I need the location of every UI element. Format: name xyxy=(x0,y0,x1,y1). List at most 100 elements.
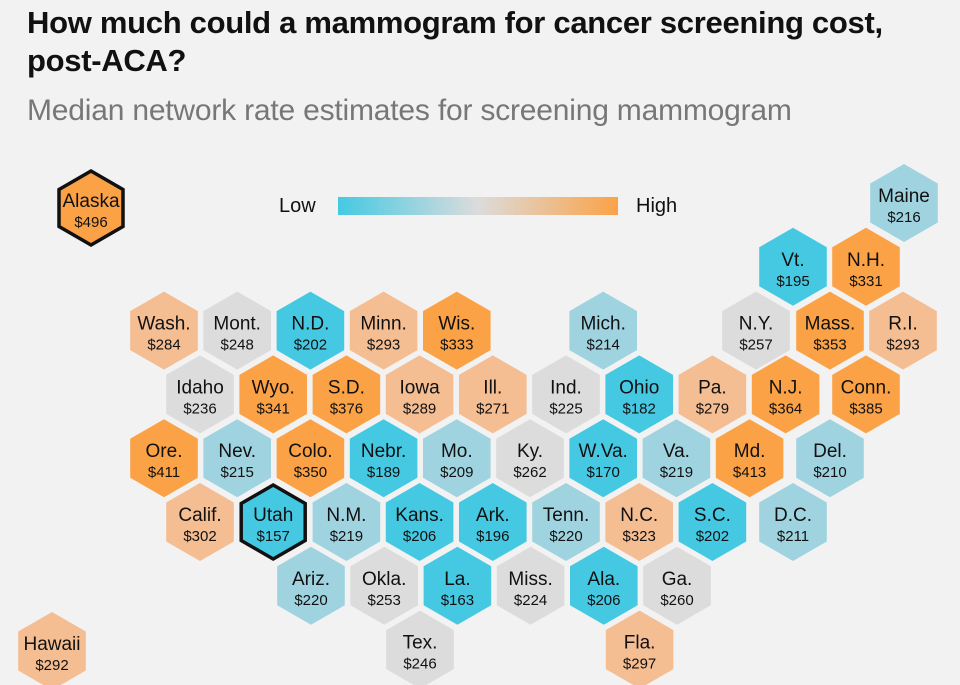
state-tile-ore[interactable]: Ore. $411 xyxy=(130,419,198,498)
state-tile-tenn[interactable]: Tenn. $220 xyxy=(532,483,600,561)
state-hex[interactable] xyxy=(312,483,381,561)
state-tile-la[interactable]: La. $163 xyxy=(423,546,492,625)
state-hex[interactable] xyxy=(423,291,491,370)
state-hex[interactable] xyxy=(759,227,827,306)
state-hex[interactable] xyxy=(832,355,900,434)
state-hex[interactable] xyxy=(276,291,345,370)
state-hex[interactable] xyxy=(130,291,198,370)
state-tile-ill[interactable]: Ill. $271 xyxy=(459,355,527,434)
state-tile-nh[interactable]: N.H. $331 xyxy=(832,227,900,306)
state-tile-tex[interactable]: Tex. $246 xyxy=(386,610,454,685)
state-tile-nc[interactable]: N.C. $323 xyxy=(605,483,673,561)
state-tile-wash[interactable]: Wash. $284 xyxy=(130,291,198,370)
state-hex[interactable] xyxy=(239,355,307,434)
state-tile-nm[interactable]: N.M. $219 xyxy=(312,483,381,561)
state-tile-nev[interactable]: Nev. $215 xyxy=(203,419,271,498)
state-tile-ohio[interactable]: Ohio $182 xyxy=(605,355,673,434)
state-hex[interactable] xyxy=(277,546,345,625)
state-tile-maine[interactable]: Maine $216 xyxy=(870,164,938,242)
state-tile-miss[interactable]: Miss. $224 xyxy=(496,546,565,625)
state-hex[interactable] xyxy=(459,483,527,561)
state-tile-idaho[interactable]: Idaho $236 xyxy=(166,355,234,434)
state-hex[interactable] xyxy=(276,419,345,498)
state-hex[interactable] xyxy=(203,419,271,498)
state-hex[interactable] xyxy=(643,546,711,625)
state-hex[interactable] xyxy=(869,291,937,370)
state-tile-wva[interactable]: W.Va. $170 xyxy=(569,419,637,498)
state-tile-ala[interactable]: Ala. $206 xyxy=(570,546,638,625)
state-hex[interactable] xyxy=(569,419,637,498)
state-tile-ga[interactable]: Ga. $260 xyxy=(643,546,711,625)
state-tile-va[interactable]: Va. $219 xyxy=(642,419,711,498)
state-hex[interactable] xyxy=(312,355,381,434)
state-hex[interactable] xyxy=(423,546,492,625)
state-hex[interactable] xyxy=(532,355,600,434)
state-hex[interactable] xyxy=(349,419,418,498)
state-tile-mont[interactable]: Mont. $248 xyxy=(203,291,271,370)
state-tile-hawaii[interactable]: Hawaii $292 xyxy=(18,612,86,685)
state-tile-mo[interactable]: Mo. $209 xyxy=(423,419,491,498)
state-hex[interactable] xyxy=(678,483,747,561)
state-hex[interactable] xyxy=(386,610,454,685)
state-hex[interactable] xyxy=(166,483,234,561)
state-tile-mich[interactable]: Mich. $214 xyxy=(569,291,637,370)
state-tile-md[interactable]: Md. $413 xyxy=(715,419,784,498)
state-hex[interactable] xyxy=(423,419,491,498)
state-hex[interactable] xyxy=(203,291,271,370)
state-hex[interactable] xyxy=(496,419,564,498)
state-hex[interactable] xyxy=(385,483,454,561)
state-tile-ark[interactable]: Ark. $196 xyxy=(459,483,527,561)
state-hex[interactable] xyxy=(870,164,938,242)
state-tile-kans[interactable]: Kans. $206 xyxy=(385,483,454,561)
state-hex[interactable] xyxy=(605,610,674,685)
state-hex[interactable] xyxy=(350,546,418,625)
state-hex[interactable] xyxy=(57,168,125,248)
state-tile-sc[interactable]: S.C. $202 xyxy=(678,483,747,561)
state-tile-del[interactable]: Del. $210 xyxy=(796,419,864,498)
state-hex[interactable] xyxy=(239,482,307,562)
state-hex[interactable] xyxy=(796,419,864,498)
state-hex[interactable] xyxy=(18,612,86,685)
state-tile-wis[interactable]: Wis. $333 xyxy=(423,291,491,370)
state-hex[interactable] xyxy=(751,355,820,434)
state-hex[interactable] xyxy=(605,355,673,434)
state-tile-ny[interactable]: N.Y. $257 xyxy=(722,291,790,370)
state-tile-mass[interactable]: Mass. $353 xyxy=(796,291,864,370)
state-tile-pa[interactable]: Pa. $279 xyxy=(678,355,747,434)
state-hex[interactable] xyxy=(569,291,637,370)
state-tile-ri[interactable]: R.I. $293 xyxy=(869,291,937,370)
state-hex[interactable] xyxy=(796,291,864,370)
state-tile-conn[interactable]: Conn. $385 xyxy=(832,355,900,434)
state-hex[interactable] xyxy=(532,483,600,561)
state-tile-fla[interactable]: Fla. $297 xyxy=(605,610,674,685)
state-tile-wyo[interactable]: Wyo. $341 xyxy=(239,355,307,434)
state-tile-iowa[interactable]: Iowa $289 xyxy=(385,355,454,434)
state-hex[interactable] xyxy=(642,419,711,498)
state-tile-colo[interactable]: Colo. $350 xyxy=(276,419,345,498)
state-hex[interactable] xyxy=(385,355,454,434)
state-tile-okla[interactable]: Okla. $253 xyxy=(350,546,418,625)
state-tile-minn[interactable]: Minn. $293 xyxy=(349,291,418,370)
state-tile-ky[interactable]: Ky. $262 xyxy=(496,419,564,498)
state-hex[interactable] xyxy=(349,291,418,370)
state-tile-nebr[interactable]: Nebr. $189 xyxy=(349,419,418,498)
state-hex[interactable] xyxy=(570,546,638,625)
state-tile-sd[interactable]: S.D. $376 xyxy=(312,355,381,434)
state-hex[interactable] xyxy=(496,546,565,625)
state-hex[interactable] xyxy=(759,483,827,561)
state-hex[interactable] xyxy=(459,355,527,434)
state-tile-nd[interactable]: N.D. $202 xyxy=(276,291,345,370)
state-tile-alaska[interactable]: Alaska $496 xyxy=(57,168,125,248)
state-tile-calif[interactable]: Calif. $302 xyxy=(166,483,234,561)
state-hex[interactable] xyxy=(722,291,790,370)
state-hex[interactable] xyxy=(715,419,784,498)
state-hex[interactable] xyxy=(605,483,673,561)
state-hex[interactable] xyxy=(166,355,234,434)
state-tile-ind[interactable]: Ind. $225 xyxy=(532,355,600,434)
state-tile-ariz[interactable]: Ariz. $220 xyxy=(277,546,345,625)
state-tile-nj[interactable]: N.J. $364 xyxy=(751,355,820,434)
state-tile-dc[interactable]: D.C. $211 xyxy=(759,483,827,561)
state-hex[interactable] xyxy=(678,355,747,434)
state-tile-vt[interactable]: Vt. $195 xyxy=(759,227,827,306)
state-hex[interactable] xyxy=(832,227,900,306)
